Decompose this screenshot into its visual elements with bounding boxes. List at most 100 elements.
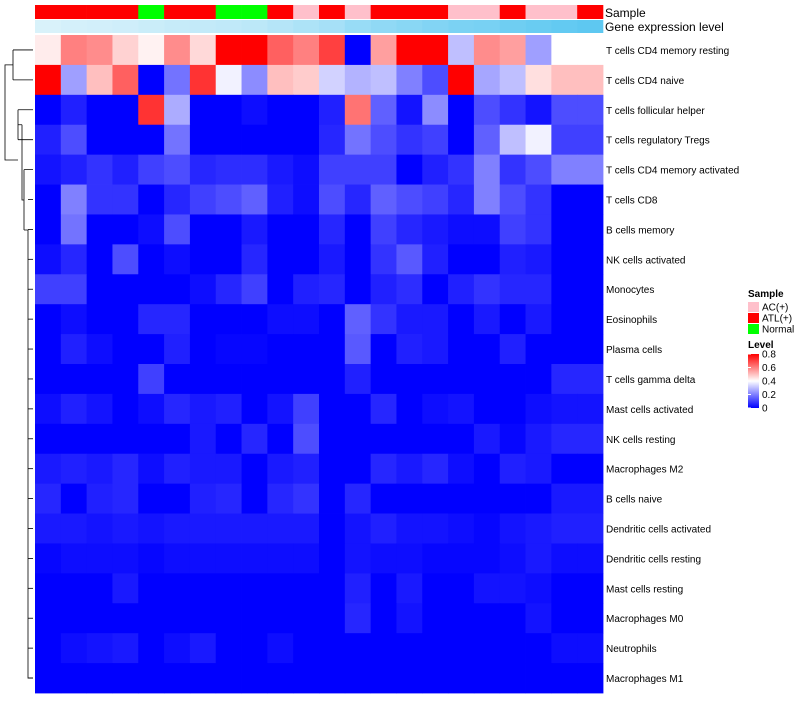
heatmap-cell (215, 334, 242, 365)
heatmap-cell (370, 334, 397, 365)
heatmap-cell (344, 334, 372, 365)
expression-annotation-cell (499, 20, 526, 33)
sample-annotation-cell (112, 5, 139, 19)
heatmap-cell (138, 543, 165, 574)
heatmap-cell (551, 603, 578, 634)
heatmap-cell (473, 663, 501, 694)
heatmap-cell (422, 393, 449, 425)
heatmap-cell (112, 334, 139, 365)
heatmap-cell (112, 184, 139, 215)
heatmap-cell (499, 483, 526, 514)
heatmap-cell (525, 573, 552, 604)
heatmap-cell (293, 244, 320, 275)
sample-legend-title: Sample (748, 289, 784, 300)
level-tick-label: 0.6 (762, 363, 776, 374)
heatmap-cell (293, 423, 320, 455)
heatmap-cell (215, 513, 242, 544)
heatmap-cell (112, 304, 139, 335)
heatmap-cell (241, 274, 268, 305)
heatmap-cell (448, 334, 475, 365)
sample-annotation-cell (60, 5, 87, 19)
heatmap-cell (396, 603, 423, 634)
heatmap-cell (344, 603, 372, 634)
heatmap-cell (138, 184, 165, 215)
heatmap-cells (35, 35, 604, 694)
heatmap-cell (241, 393, 268, 425)
heatmap-cell (525, 64, 552, 96)
heatmap-cell (370, 603, 397, 634)
heatmap-cell (267, 244, 294, 275)
expression-annotation-cell (473, 20, 501, 33)
heatmap-cell (319, 573, 346, 604)
heatmap-cell (344, 393, 372, 425)
heatmap-cell (499, 64, 526, 96)
heatmap-cell (189, 483, 217, 514)
heatmap-cell (422, 274, 449, 305)
heatmap-cell (319, 184, 346, 215)
heatmap-cell (86, 663, 113, 694)
heatmap-cell (215, 603, 242, 634)
heatmap-cell (396, 244, 423, 275)
heatmap-cell (267, 94, 294, 126)
heatmap-cell (60, 64, 88, 96)
heatmap-cell (422, 573, 449, 604)
heatmap-cell (422, 633, 449, 664)
heatmap-cell (577, 393, 604, 425)
heatmap-cell (164, 94, 191, 126)
heatmap-cell (473, 423, 501, 455)
heatmap-cell (267, 543, 294, 574)
heatmap-cell (241, 214, 268, 245)
heatmap-cell (35, 603, 62, 634)
heatmap-cell (189, 214, 217, 245)
heatmap-cell (525, 184, 552, 215)
heatmap-cell (35, 453, 62, 485)
heatmap-cell (112, 633, 139, 664)
heatmap-cell (215, 573, 242, 604)
heatmap-cell (396, 483, 423, 514)
heatmap-cell (319, 35, 346, 66)
heatmap-cell (164, 633, 191, 664)
heatmap-cell (215, 633, 242, 664)
heatmap-cell (138, 663, 165, 694)
heatmap-cell (499, 513, 526, 544)
heatmap-cell (241, 633, 268, 664)
heatmap-cell (499, 543, 526, 574)
heatmap-cell (138, 603, 165, 634)
heatmap-cell (344, 423, 372, 455)
heatmap-cell (86, 184, 113, 215)
heatmap-cell (319, 64, 346, 96)
heatmap-cell (551, 633, 578, 664)
heatmap-cell (112, 64, 139, 96)
expression-annotation-cell (448, 20, 475, 33)
heatmap-cell (267, 274, 294, 305)
row-dendrogram (4, 49, 33, 679)
heatmap-cell (344, 483, 372, 514)
heatmap-cell (293, 214, 320, 245)
heatmap-cell (189, 35, 217, 66)
heatmap-cell (164, 35, 191, 66)
heatmap-cell (60, 633, 88, 664)
heatmap-cell (551, 393, 578, 425)
heatmap-cell (396, 573, 423, 604)
heatmap-cell (189, 94, 217, 126)
heatmap-cell (577, 453, 604, 485)
heatmap-cell (448, 94, 475, 126)
heatmap-cell (164, 124, 191, 156)
expression-annotation-cell (138, 20, 165, 33)
heatmap-cell (396, 364, 423, 395)
heatmap-cell (499, 304, 526, 335)
heatmap-cell (164, 393, 191, 425)
heatmap-cell (473, 94, 501, 126)
expression-annotation-cell (86, 20, 113, 33)
heatmap-cell (241, 154, 268, 185)
heatmap-cell (164, 513, 191, 544)
heatmap-cell (267, 483, 294, 514)
heatmap-cell (370, 573, 397, 604)
heatmap-cell (60, 573, 88, 604)
heatmap-cell (293, 393, 320, 425)
heatmap-cell (189, 184, 217, 215)
heatmap-cell (577, 334, 604, 365)
heatmap-cell (293, 334, 320, 365)
heatmap-cell (319, 663, 346, 694)
